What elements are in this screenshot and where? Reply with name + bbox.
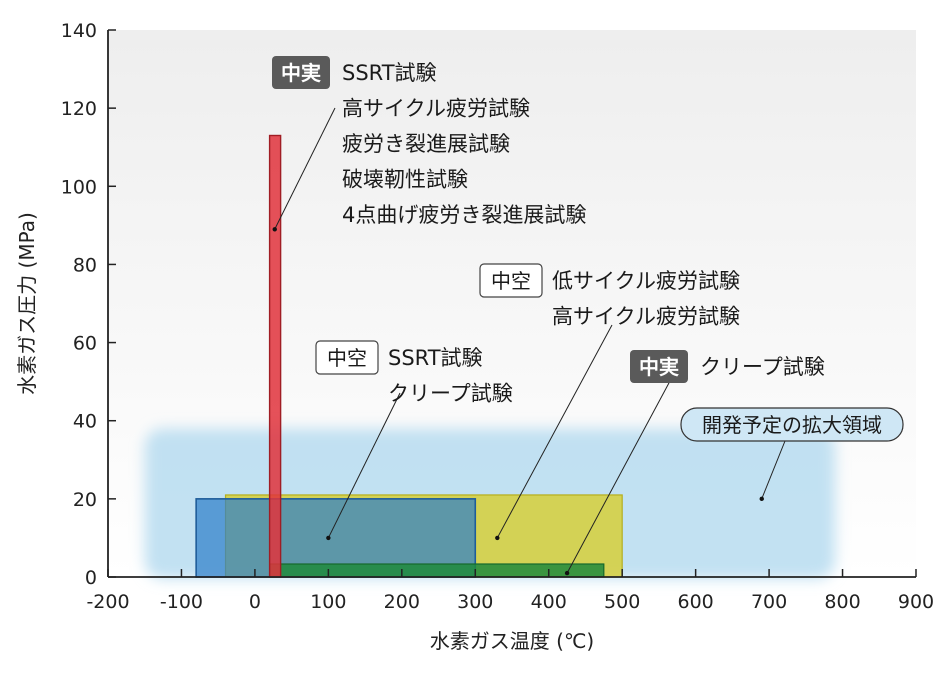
badge-label: 中実 <box>281 61 321 85</box>
regions-layer <box>144 134 836 579</box>
annotation-line: 4点曲げ疲労き裂進展試験 <box>342 203 586 227</box>
annotation-line: 疲労き裂進展試験 <box>342 132 510 156</box>
y-axis-label: 水素ガス圧力 (MPa) <box>15 212 39 395</box>
annotation-line: SSRT試験 <box>388 346 483 370</box>
x-tick-label: 500 <box>604 591 640 613</box>
badge-box <box>272 56 330 89</box>
badge-box <box>315 340 379 375</box>
x-tick-label: 300 <box>457 591 493 613</box>
y-tick-label: 20 <box>73 489 97 511</box>
x-tick-label: -200 <box>86 591 129 613</box>
x-tick-label: 700 <box>751 591 787 613</box>
x-tick-label: 600 <box>678 591 714 613</box>
annotation-line: SSRT試験 <box>342 61 437 85</box>
x-tick-label: 800 <box>824 591 860 613</box>
leader-line <box>496 324 613 539</box>
region-green <box>269 563 605 578</box>
y-tick-label: 0 <box>85 567 97 589</box>
callout-leader <box>761 440 786 500</box>
callout-dot <box>759 496 764 502</box>
annotation-line: 高サイクル疲労試験 <box>552 305 740 329</box>
x-tick-label: 200 <box>384 591 420 613</box>
leader-line <box>274 107 336 230</box>
expansion-callout: 開発予定の拡大領域 <box>680 407 904 442</box>
callout-label: 開発予定の拡大領域 <box>702 413 882 437</box>
region-red <box>268 134 282 578</box>
y-tick-label: 80 <box>73 254 97 276</box>
axes: -200 -100 0 100 200 300 400 500 600 700 800 900 0 20 4… <box>61 20 934 613</box>
annotation-line: 高サイクル疲労試験 <box>342 97 530 121</box>
annotation-line: クリープ試験 <box>388 382 513 406</box>
leader-dot <box>272 227 277 232</box>
y-tick-label: 120 <box>61 98 97 120</box>
badge-box <box>479 263 543 298</box>
leader-dot <box>495 535 500 541</box>
badge-box <box>630 350 688 383</box>
x-tick-label: 100 <box>310 591 346 613</box>
x-tick-label: 0 <box>249 591 261 613</box>
callout-box <box>680 407 904 442</box>
y-tick-label: 40 <box>73 411 97 433</box>
y-tick-label: 60 <box>73 333 97 355</box>
leader-line <box>566 380 671 574</box>
annotation-line: 破壊靭性試験 <box>342 168 468 192</box>
annotation-line: クリープ試験 <box>700 355 825 379</box>
annotation-line: 低サイクル疲労試験 <box>552 269 740 293</box>
y-tick-label: 140 <box>61 20 97 42</box>
x-axis-label: 水素ガス温度 (℃) <box>430 629 594 653</box>
badge-label: 中実 <box>639 355 679 379</box>
annotations: 中実 SSRT試験高サイクル疲労試験疲労き裂進展試験破壊靭性試験4点曲げ疲労き裂進… <box>272 56 904 442</box>
x-tick-label: 900 <box>898 591 934 613</box>
y-tick-label: 100 <box>61 176 97 198</box>
badge-label: 中空 <box>327 346 367 370</box>
leader-dot <box>326 535 331 541</box>
x-tick-label: -100 <box>160 591 203 613</box>
leader-dot <box>564 570 570 576</box>
badge-label: 中空 <box>491 269 531 293</box>
annotation-leaders <box>272 107 786 576</box>
x-tick-label: 400 <box>531 591 567 613</box>
leader-line <box>327 392 401 539</box>
annotation-solid2: 中実 クリープ試験 <box>630 350 825 383</box>
